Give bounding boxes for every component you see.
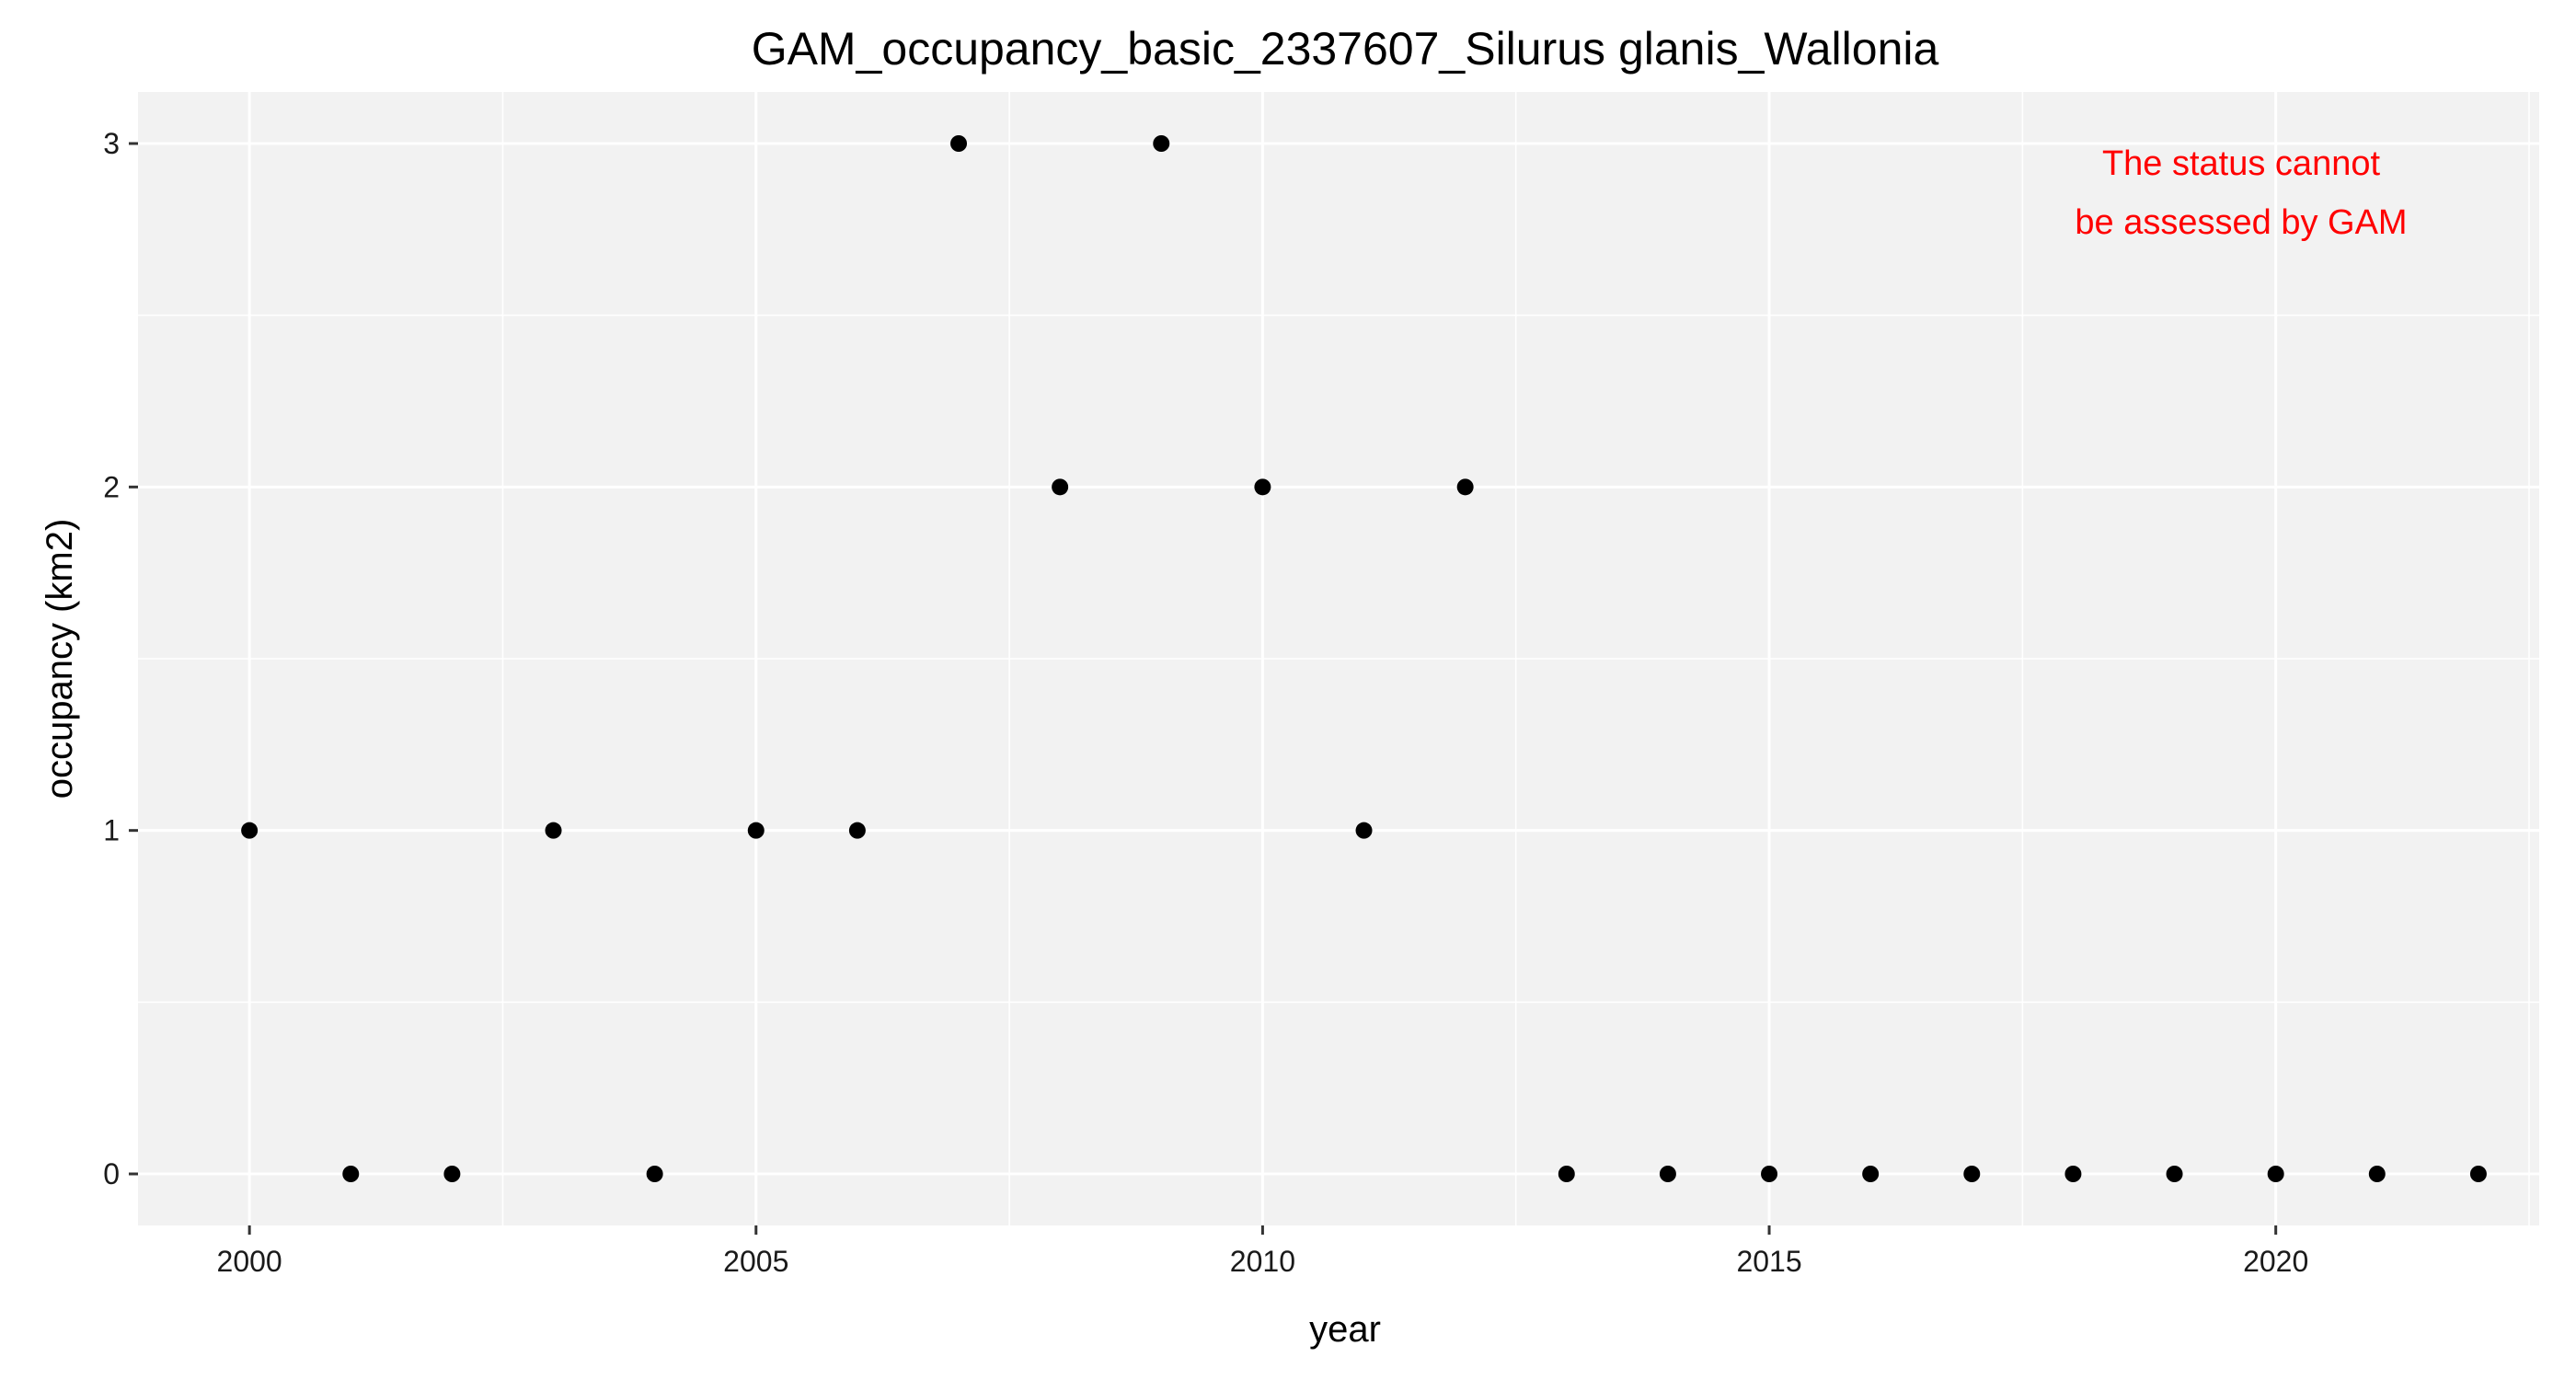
data-point [1153,135,1170,152]
data-point [1558,1166,1575,1182]
x-axis-title: year [1309,1309,1381,1350]
y-tick-label: 2 [103,470,120,503]
data-point [848,822,866,839]
data-point [2368,1166,2386,1182]
data-point [241,822,259,839]
data-point [443,1166,461,1182]
x-tick-label: 2000 [217,1245,282,1278]
x-tick-label: 2005 [723,1245,788,1278]
data-point [2469,1166,2487,1182]
y-tick-label: 3 [103,127,120,160]
data-point [1963,1166,1981,1182]
y-tick-label: 1 [103,814,120,847]
data-point [1355,822,1373,839]
chart-title: GAM_occupancy_basic_2337607_Silurus glan… [752,23,1939,75]
data-point [646,1166,663,1182]
data-points [241,135,2487,1182]
x-tick-label: 2020 [2243,1245,2308,1278]
data-point [1659,1166,1676,1182]
data-point [950,135,968,152]
annotation-line-2: be assessed by GAM [2075,203,2407,242]
data-point [747,822,765,839]
annotation-line-1: The status cannot [2102,144,2381,183]
grid-major [138,92,2539,1225]
x-tick-label: 2015 [1736,1245,1801,1278]
y-tick-label: 0 [103,1157,120,1190]
y-axis-title: occupancy (km2) [40,519,80,799]
data-point [2166,1166,2183,1182]
data-point [1254,478,1271,496]
data-point [1862,1166,1880,1182]
data-point [1761,1166,1778,1182]
data-point [2267,1166,2284,1182]
data-point [1052,478,1069,496]
data-point [1456,478,1474,496]
grid-minor [138,92,2539,1225]
data-point [342,1166,360,1182]
data-point [2064,1166,2082,1182]
x-tick-label: 2010 [1230,1245,1295,1278]
axis-ticks: 2000 2005 2010 2015 2020 0 1 2 3 [103,127,2308,1278]
data-point [545,822,562,839]
